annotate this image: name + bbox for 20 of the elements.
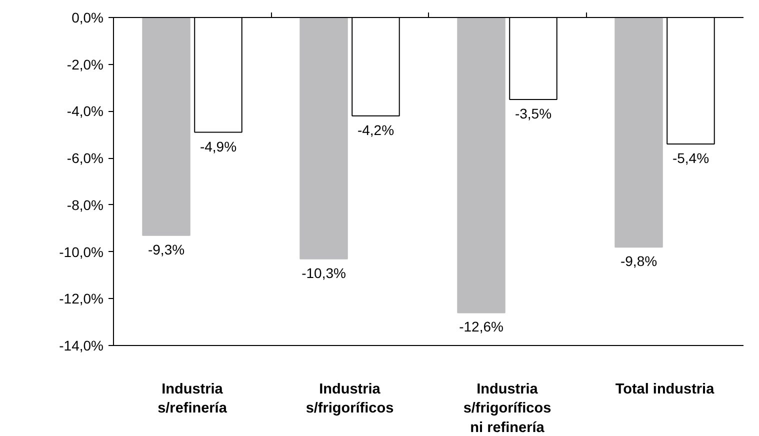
data-label: -9,3%	[148, 241, 185, 258]
y-tick-label: -12,0%	[59, 290, 104, 307]
x-tick-label: Industria s/frigoríficos ni refinería	[463, 382, 552, 436]
x-tick-label: Industria s/refinería	[158, 382, 228, 417]
x-tick-label: Industria s/frigoríficos	[306, 382, 394, 417]
y-tick-label: -14,0%	[59, 338, 104, 354]
data-label: -4,9%	[200, 138, 237, 154]
y-tick-label: -4,0%	[66, 103, 104, 120]
data-label: -12,6%	[459, 318, 504, 335]
y-tick-label: -10,0%	[59, 244, 104, 260]
x-tick-label: Total industria	[615, 382, 716, 398]
data-label: -10,3%	[302, 264, 346, 281]
y-tick-label: -6,0%	[66, 150, 104, 166]
data-label: -5,4%	[672, 150, 710, 166]
data-label: -9,8%	[620, 253, 658, 270]
data-label: -4,2%	[357, 122, 394, 138]
y-tick-label: -8,0%	[66, 196, 104, 213]
y-tick-label: -2,0%	[66, 56, 104, 72]
y-tick-label: 0,0%	[72, 10, 104, 26]
data-label: -3,5%	[514, 106, 552, 122]
